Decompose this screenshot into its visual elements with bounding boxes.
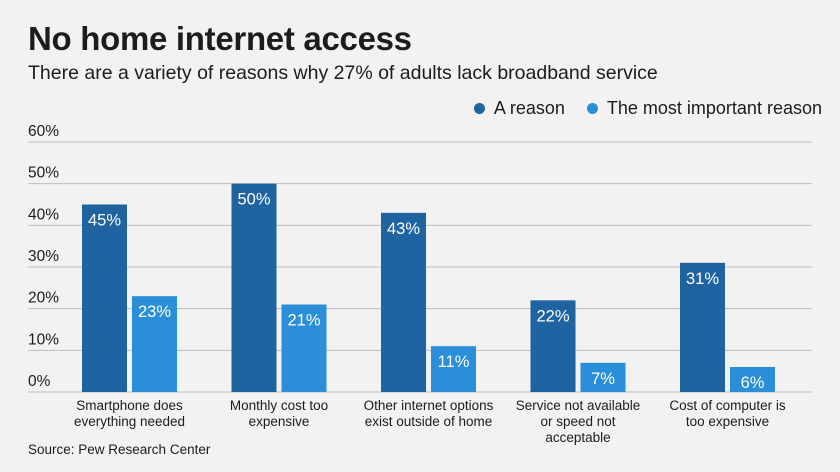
bar-a-reason bbox=[82, 204, 127, 392]
bar-most-important bbox=[132, 296, 177, 392]
bar-value-label: 43% bbox=[387, 220, 420, 238]
x-tick-label: everything needed bbox=[74, 414, 185, 429]
bar-a-reason bbox=[381, 212, 426, 392]
x-tick-label: expensive bbox=[249, 414, 310, 429]
x-tick-label: Other internet options bbox=[364, 398, 494, 413]
legend-swatch-most-important bbox=[586, 103, 598, 114]
bar-value-label: 50% bbox=[237, 191, 270, 209]
x-tick-label: Service not available bbox=[516, 398, 641, 413]
bar-value-label: 6% bbox=[741, 374, 765, 392]
bar-a-reason bbox=[231, 183, 277, 392]
bar-value-label: 7% bbox=[591, 370, 615, 388]
y-tick-label: 60% bbox=[28, 123, 59, 140]
bar-value-label: 11% bbox=[438, 353, 470, 371]
x-tick-label: too expensive bbox=[686, 414, 769, 429]
x-tick-label: Monthly cost too bbox=[230, 398, 328, 413]
bar-value-label: 22% bbox=[536, 307, 569, 325]
x-tick-label: Smartphone does bbox=[76, 398, 183, 413]
legend-label-a-reason: A reason bbox=[493, 98, 565, 118]
chart-subtitle: There are a variety of reasons why 27% o… bbox=[28, 62, 658, 84]
bar-most-important bbox=[431, 346, 476, 392]
legend-item-a-reason: A reason bbox=[473, 98, 565, 119]
legend: A reason The most important reason bbox=[473, 98, 822, 119]
y-tick-label: 20% bbox=[28, 290, 59, 307]
y-tick-label: 10% bbox=[28, 331, 59, 348]
legend-item-most-important: The most important reason bbox=[586, 98, 822, 119]
x-tick-label: or speed not bbox=[540, 414, 615, 429]
source-note: Source: Pew Research Center bbox=[28, 442, 211, 457]
y-tick-label: 30% bbox=[28, 248, 59, 265]
chart-title: No home internet access bbox=[28, 20, 412, 57]
legend-label-most-important: The most important reason bbox=[606, 98, 822, 118]
x-tick-label: exist outside of home bbox=[365, 414, 493, 429]
bar-value-label: 31% bbox=[686, 270, 719, 288]
bar-value-label: 23% bbox=[138, 303, 171, 321]
bar-most-important bbox=[730, 367, 775, 392]
bar-a-reason bbox=[680, 262, 725, 392]
bar-most-important bbox=[281, 304, 327, 392]
legend-swatch-a-reason bbox=[473, 103, 485, 114]
y-tick-label: 0% bbox=[28, 373, 51, 390]
bar-value-label: 21% bbox=[287, 312, 320, 330]
bar-value-label: 45% bbox=[88, 212, 121, 230]
bar-a-reason bbox=[530, 300, 576, 392]
y-tick-label: 40% bbox=[28, 206, 59, 223]
y-tick-label: 50% bbox=[28, 165, 59, 182]
bar-most-important bbox=[580, 362, 626, 392]
x-tick-label: acceptable bbox=[545, 430, 610, 445]
x-tick-label: Cost of computer is bbox=[669, 398, 786, 413]
